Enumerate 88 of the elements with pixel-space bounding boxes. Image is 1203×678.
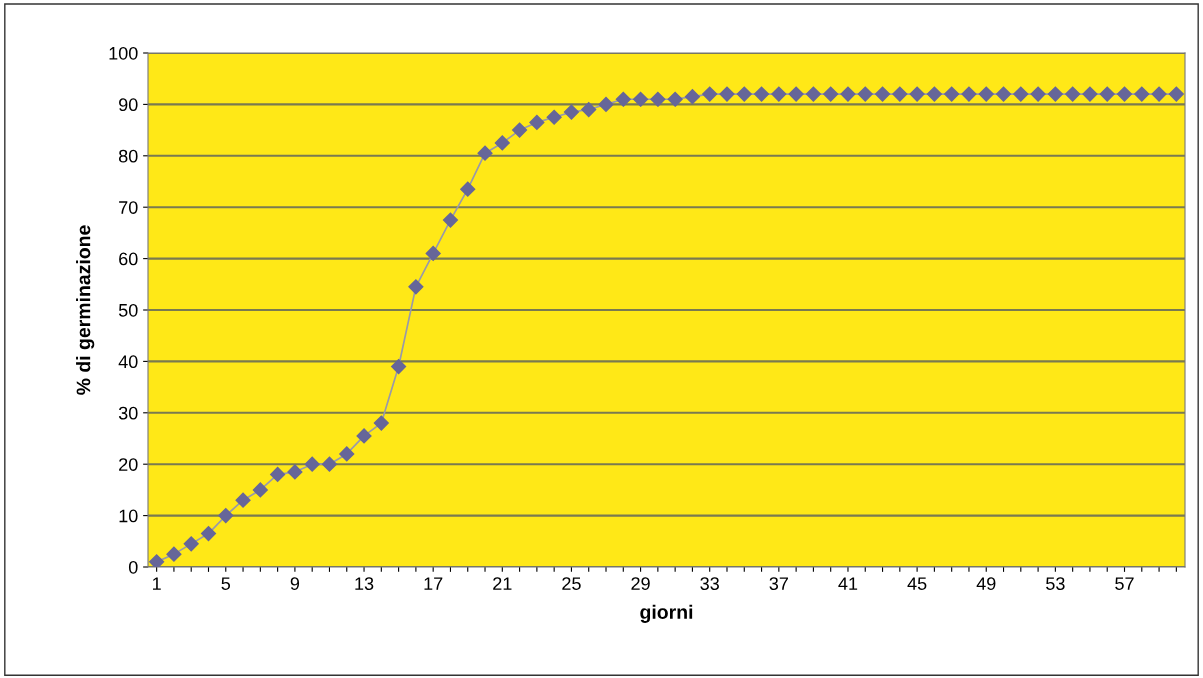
y-tick-label: 50 xyxy=(118,303,138,317)
point xyxy=(235,492,251,508)
point xyxy=(183,536,199,552)
y-tick-label: 80 xyxy=(118,149,138,163)
point xyxy=(1168,86,1184,102)
point xyxy=(581,101,597,118)
y-tick-label: 10 xyxy=(119,509,138,523)
y-axis-title: % di germinazione xyxy=(76,225,95,395)
point xyxy=(633,91,649,107)
point xyxy=(460,181,476,197)
point xyxy=(995,86,1012,102)
x-tick-label: 13 xyxy=(355,577,374,590)
point xyxy=(200,526,217,542)
point xyxy=(304,456,320,472)
x-tick-label: 41 xyxy=(838,577,858,590)
x-axis-title: giorni xyxy=(640,604,693,623)
y-tick-label: 40 xyxy=(118,355,138,369)
point xyxy=(926,86,942,102)
point xyxy=(1065,86,1081,102)
point xyxy=(373,415,389,431)
point xyxy=(321,456,338,472)
point xyxy=(667,91,683,107)
point xyxy=(442,212,459,228)
x-tick-label: 29 xyxy=(631,577,650,590)
point xyxy=(356,428,372,444)
point xyxy=(684,89,700,105)
point xyxy=(166,546,182,562)
point xyxy=(892,86,908,102)
point xyxy=(149,554,165,567)
point xyxy=(719,86,735,102)
y-tick-label: 100 xyxy=(109,46,138,60)
x-tick-label: 37 xyxy=(769,577,788,590)
x-tick-label: 57 xyxy=(1115,577,1134,590)
point xyxy=(1013,86,1029,102)
y-tick-label: 20 xyxy=(119,458,138,471)
x-tick-label: 53 xyxy=(1046,577,1065,590)
x-tick-label: 9 xyxy=(290,577,300,590)
x-tick-label: 25 xyxy=(562,577,581,590)
point xyxy=(909,86,925,102)
point xyxy=(1116,86,1133,102)
point xyxy=(1082,86,1098,102)
point xyxy=(771,86,787,102)
point xyxy=(857,86,873,102)
point xyxy=(944,86,960,102)
point xyxy=(1047,86,1063,102)
point xyxy=(1030,86,1046,102)
x-tick-label: 33 xyxy=(700,577,719,590)
x-tick-label: 1 xyxy=(153,577,161,590)
y-tick-label: 70 xyxy=(119,201,138,214)
point xyxy=(563,104,580,120)
point xyxy=(598,96,614,112)
point xyxy=(529,114,545,130)
point xyxy=(805,86,821,102)
y-tick-label: 90 xyxy=(119,98,138,112)
point xyxy=(339,446,355,462)
point xyxy=(615,91,631,107)
point xyxy=(874,86,891,102)
point xyxy=(494,135,510,151)
x-tick-label: 45 xyxy=(907,577,927,590)
point xyxy=(702,86,718,102)
point xyxy=(736,86,752,102)
point xyxy=(961,86,977,102)
y-tick-label: 0 xyxy=(128,560,138,574)
point xyxy=(1151,86,1167,102)
point xyxy=(512,122,528,138)
point xyxy=(1134,86,1150,102)
point xyxy=(287,464,303,480)
y-tick-label: 30 xyxy=(118,406,138,420)
y-tick-label: 60 xyxy=(119,252,138,266)
point xyxy=(546,109,562,125)
point xyxy=(753,86,770,102)
x-tick-label: 17 xyxy=(424,577,443,590)
point xyxy=(252,482,268,498)
point xyxy=(788,86,804,102)
x-tick-label: 5 xyxy=(221,577,231,590)
x-tick-label: 49 xyxy=(976,577,996,590)
point xyxy=(840,86,856,102)
point xyxy=(477,145,493,161)
point xyxy=(1099,86,1115,102)
point xyxy=(391,358,407,375)
point xyxy=(408,279,424,295)
point xyxy=(823,86,839,102)
point xyxy=(218,508,234,524)
point xyxy=(650,91,666,107)
x-tick-label: 21 xyxy=(493,577,512,590)
point xyxy=(978,86,994,102)
point xyxy=(425,245,441,262)
point xyxy=(270,466,286,483)
